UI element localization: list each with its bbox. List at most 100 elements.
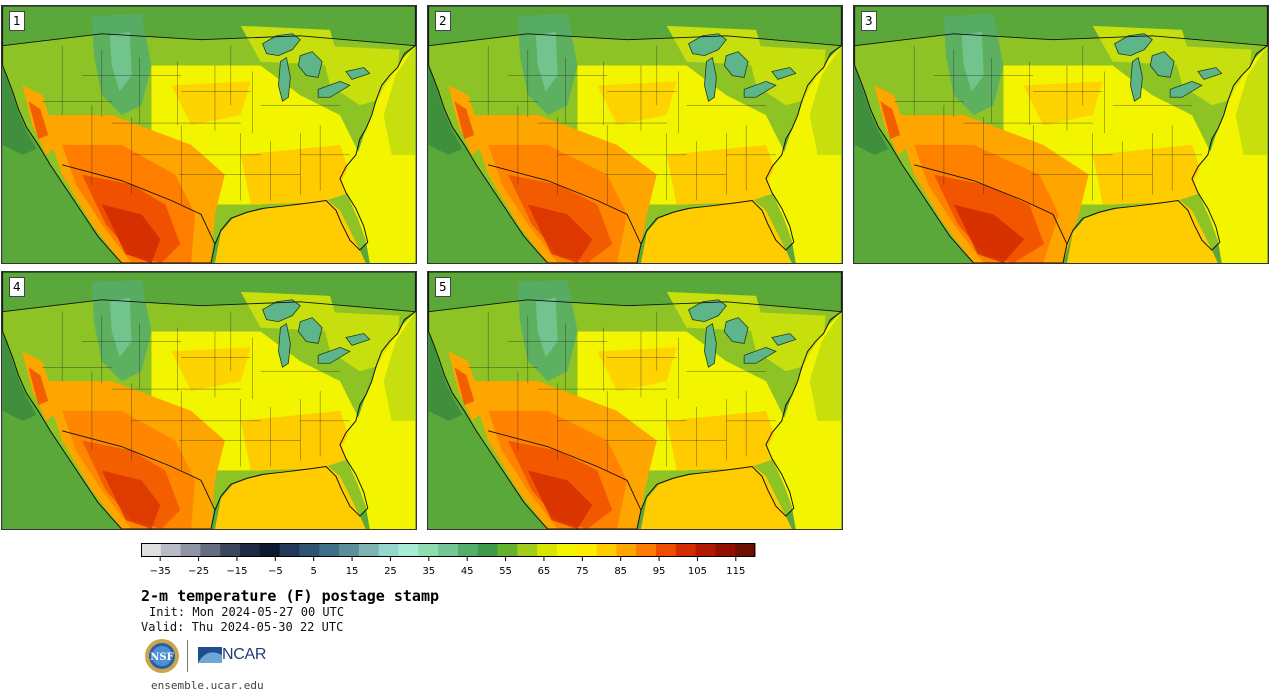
great-lake	[1169, 80, 1203, 98]
canada-border	[2, 299, 416, 313]
map-panel-5: 5	[427, 271, 843, 530]
core-heat-zone	[101, 470, 161, 529]
coastal-pacific	[428, 331, 463, 421]
mexico-border	[62, 430, 216, 511]
colorbar-bin	[735, 543, 756, 557]
great-lake	[688, 299, 727, 323]
coastline	[428, 272, 842, 529]
colorbar-bin	[438, 543, 459, 557]
great-lake	[262, 299, 301, 323]
great-lake	[1130, 56, 1143, 102]
great-lake	[345, 333, 371, 346]
great-lake	[317, 80, 351, 98]
great-lake	[743, 346, 777, 364]
colorbar-tick-label: 75	[576, 566, 589, 577]
nsf-logo-icon: NSF	[145, 639, 179, 673]
colorbar-tick-label: 65	[538, 566, 551, 577]
ncar-logo-icon	[198, 647, 222, 663]
north-atlantic	[383, 311, 416, 421]
colorbar-bin	[339, 543, 360, 557]
high-terrain-zone	[109, 31, 132, 92]
great-lake	[771, 333, 797, 346]
colorbar-bin	[279, 543, 300, 557]
great-lake	[317, 346, 351, 364]
colorbar-bin	[497, 543, 518, 557]
central-valley-hot	[28, 367, 49, 405]
great-lake	[1114, 33, 1153, 57]
great-lake	[688, 33, 727, 57]
colorbar-bin	[240, 543, 261, 557]
temperature-map-1	[2, 6, 416, 263]
coastline	[2, 6, 416, 263]
colorbar-bin	[160, 543, 182, 557]
colorbar-bin	[457, 543, 479, 557]
colorbar-tick-label: 35	[422, 566, 435, 577]
temperature-map-4	[2, 272, 416, 529]
north-atlantic	[809, 311, 842, 421]
colorbar-bin	[636, 543, 657, 557]
init-time: Init: Mon 2024-05-27 00 UTC	[149, 605, 345, 619]
colorbar-tick-label: 15	[346, 566, 359, 577]
mexico-border	[488, 164, 642, 245]
temperature-map-2	[428, 6, 842, 263]
north-atlantic	[809, 45, 842, 155]
core-heat-zone	[527, 204, 593, 263]
panel-label: 1	[9, 11, 25, 31]
panel-label: 5	[435, 277, 451, 297]
colorbar-tick-label: −35	[150, 566, 171, 577]
temperature-colorbar: −35 −25 −15 −5 5 15 25 35 45 55 65 75 85 95 105 115	[141, 543, 756, 577]
canada-border	[428, 299, 842, 313]
colorbar-tick-label: −15	[226, 566, 247, 577]
core-heat-zone	[527, 470, 593, 529]
map-panel-4: 4	[1, 271, 417, 530]
colorbar-bin	[299, 543, 320, 557]
colorbar-bin	[537, 543, 558, 557]
canada-border	[2, 33, 416, 47]
colorbar-bin	[616, 543, 637, 557]
colorbar-border	[141, 543, 755, 557]
colorbar-bin	[319, 543, 340, 557]
high-terrain-zone	[109, 297, 132, 358]
colorbar-bin	[398, 543, 419, 557]
great-lake	[1149, 51, 1175, 78]
pacific-ocean	[428, 331, 540, 529]
north-atlantic	[383, 45, 416, 155]
pacific-ocean	[2, 331, 114, 529]
coastal-pacific	[2, 65, 37, 155]
great-lake	[297, 317, 323, 344]
central-valley-hot	[880, 101, 901, 139]
colorbar-bin	[259, 543, 281, 557]
great-lake	[345, 67, 371, 80]
panel-label: 4	[9, 277, 25, 297]
panel-label: 2	[435, 11, 451, 31]
colorbar-tick-label: 105	[688, 566, 707, 577]
colorbar-bin	[358, 543, 380, 557]
great-lake	[278, 56, 291, 102]
panel-label: 3	[861, 11, 877, 31]
great-lake	[297, 51, 323, 78]
colorbar-bin	[596, 543, 617, 557]
high-terrain-zone	[961, 31, 984, 92]
colorbar-bin	[477, 543, 499, 557]
coastline	[2, 272, 416, 529]
canada-border	[854, 33, 1268, 47]
coastline	[854, 6, 1268, 263]
central-valley-hot	[454, 101, 475, 139]
colorbar-bin	[655, 543, 677, 557]
valid-time: Valid: Thu 2024-05-30 22 UTC	[141, 620, 344, 634]
colorbar-bin	[556, 543, 578, 557]
mexico-border	[488, 430, 642, 511]
ncar-logo-text: NCAR	[222, 646, 267, 663]
gulf-of-mexico	[1066, 200, 1218, 263]
great-lake	[278, 322, 291, 368]
pacific-ocean	[854, 65, 966, 263]
colorbar-tick-label: −5	[268, 566, 283, 577]
mexico-border	[62, 164, 216, 245]
nsf-logo-text: NSF	[150, 652, 173, 663]
great-lake	[771, 67, 797, 80]
colorbar-tick-label: 115	[726, 566, 745, 577]
colorbar-tick-label: 95	[653, 566, 666, 577]
colorbar-tick-label: 45	[461, 566, 474, 577]
colorbar-bin	[200, 543, 221, 557]
website-link[interactable]: ensemble.ucar.edu	[151, 679, 264, 692]
